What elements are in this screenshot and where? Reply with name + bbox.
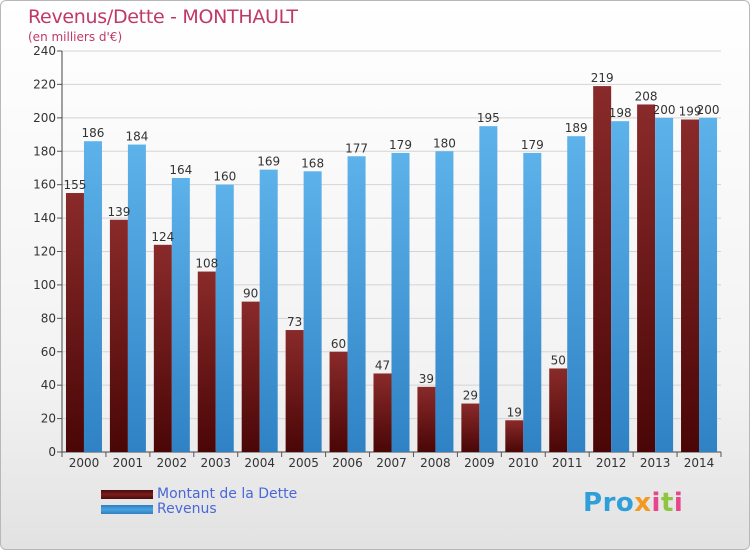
x-tick-label: 2008 [420, 456, 451, 470]
y-tick-label: 140 [33, 211, 56, 225]
x-tick-label: 2000 [69, 456, 100, 470]
x-tick-label: 2004 [244, 456, 275, 470]
data-label-revenus-2011: 189 [565, 121, 588, 135]
data-label-revenus-2010: 179 [521, 138, 544, 152]
bar-dette-2011 [549, 368, 568, 452]
x-tick-label: 2002 [157, 456, 188, 470]
bar-revenus-2008 [435, 151, 454, 452]
y-tick-label: 120 [33, 245, 56, 259]
y-tick-label: 200 [33, 111, 56, 125]
data-label-dette-2007: 47 [375, 358, 390, 372]
data-label-revenus-2001: 184 [125, 130, 148, 144]
x-tick-label: 2010 [508, 456, 539, 470]
x-tick-label: 2001 [113, 456, 144, 470]
chart-subtitle: (en milliers d'€) [28, 30, 123, 44]
bar-dette-2012 [593, 86, 612, 453]
y-tick-label: 160 [33, 178, 56, 192]
bar-revenus-2014 [699, 117, 718, 452]
bar-dette-2010 [505, 420, 524, 452]
y-tick-label: 80 [41, 311, 56, 325]
bar-revenus-2002 [171, 177, 190, 452]
bar-revenus-2009 [479, 126, 498, 452]
y-tick-label: 180 [33, 144, 56, 158]
data-label-dette-2003: 108 [195, 257, 218, 271]
bar-dette-2013 [637, 104, 656, 452]
y-tick-label: 100 [33, 278, 56, 292]
bar-revenus-2005 [303, 171, 322, 453]
bar-dette-2001 [109, 219, 128, 452]
bar-dette-2004 [241, 301, 260, 452]
legend-swatch-dette [101, 490, 153, 499]
bar-dette-2007 [373, 373, 392, 452]
bar-revenus-2012 [611, 121, 630, 453]
data-label-dette-2002: 124 [151, 230, 174, 244]
data-label-revenus-2014: 200 [697, 103, 720, 117]
bar-revenus-2000 [83, 141, 102, 452]
data-label-revenus-2008: 180 [433, 136, 456, 150]
y-tick-label: 60 [41, 345, 56, 359]
bar-revenus-2007 [391, 152, 410, 452]
data-label-revenus-2005: 168 [301, 156, 324, 170]
bar-dette-2008 [417, 386, 436, 452]
bar-revenus-2010 [523, 152, 542, 452]
bar-dette-2009 [461, 403, 480, 452]
x-tick-label: 2007 [376, 456, 407, 470]
legend-label-revenus: Revenus [157, 501, 217, 517]
data-label-dette-2001: 139 [107, 205, 130, 219]
bar-revenus-2001 [127, 144, 146, 453]
data-label-dette-2000: 155 [64, 178, 87, 192]
bar-dette-2014 [681, 119, 700, 453]
data-label-dette-2006: 60 [331, 337, 346, 351]
y-tick-label: 240 [33, 44, 56, 58]
y-tick-label: 220 [33, 77, 56, 91]
bar-dette-2006 [329, 351, 348, 452]
bar-dette-2002 [153, 244, 172, 452]
data-label-revenus-2007: 179 [389, 138, 412, 152]
data-label-revenus-2003: 160 [213, 170, 236, 184]
bar-dette-2003 [197, 271, 216, 452]
bar-dette-2005 [285, 330, 304, 452]
data-label-dette-2004: 90 [243, 287, 258, 301]
x-tick-label: 2013 [640, 456, 671, 470]
x-tick-label: 2009 [464, 456, 495, 470]
data-label-revenus-2009: 195 [477, 111, 500, 125]
x-tick-label: 2011 [552, 456, 583, 470]
y-tick-label: 20 [41, 412, 56, 426]
bar-revenus-2013 [655, 117, 674, 452]
data-label-dette-2012: 219 [591, 71, 614, 85]
data-label-dette-2008: 39 [419, 372, 434, 386]
data-label-dette-2010: 19 [507, 405, 522, 419]
bar-revenus-2006 [347, 156, 366, 452]
data-label-revenus-2004: 169 [257, 155, 280, 169]
bar-revenus-2003 [215, 184, 234, 452]
chart-title: Revenus/Dette - MONTHAULT [28, 6, 298, 28]
y-tick-label: 40 [41, 378, 56, 392]
bar-revenus-2011 [567, 136, 586, 452]
proxiti-logo: Proxiti [583, 488, 684, 518]
data-label-revenus-2002: 164 [169, 163, 192, 177]
x-tick-label: 2005 [288, 456, 319, 470]
bar-dette-2000 [65, 193, 84, 453]
data-label-dette-2014: 199 [679, 105, 702, 119]
x-tick-label: 2006 [332, 456, 363, 470]
x-tick-label: 2014 [684, 456, 715, 470]
data-label-dette-2011: 50 [551, 353, 566, 367]
x-tick-label: 2012 [596, 456, 627, 470]
legend-swatch-revenus [101, 505, 153, 514]
legend-label-dette: Montant de la Dette [157, 486, 298, 502]
data-label-revenus-2012: 198 [609, 106, 632, 120]
bar-revenus-2004 [259, 169, 278, 453]
data-label-revenus-2013: 200 [653, 103, 676, 117]
data-label-dette-2013: 208 [635, 89, 658, 103]
data-label-revenus-2006: 177 [345, 141, 368, 155]
data-label-dette-2005: 73 [287, 315, 302, 329]
data-label-dette-2009: 29 [463, 389, 478, 403]
x-tick-label: 2003 [200, 456, 231, 470]
data-label-revenus-2000: 186 [82, 126, 105, 140]
y-tick-label: 0 [48, 445, 56, 459]
